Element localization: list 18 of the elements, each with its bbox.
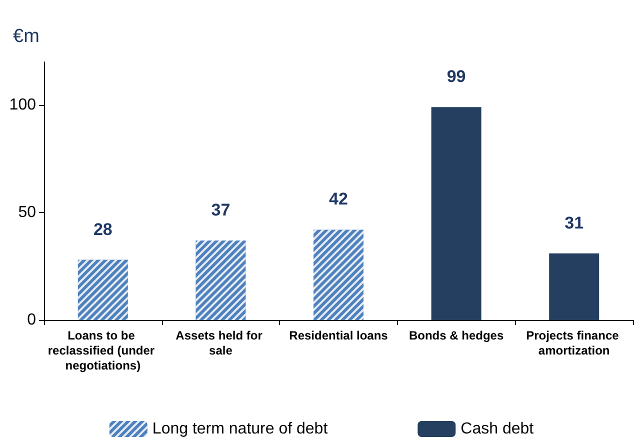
y-axis-title: €m (13, 26, 40, 47)
bar (549, 253, 600, 320)
y-tick-label: 100 (9, 96, 36, 114)
bar (431, 107, 482, 320)
x-tick-label: Loans to be reclassified (under negotiations) (48, 328, 158, 372)
y-tick-label: 0 (27, 312, 36, 328)
data-label: 99 (446, 67, 466, 86)
x-tick-label: Projects finance amortization (526, 328, 622, 358)
legend-label: Long term nature of debt (152, 420, 328, 438)
data-label: 37 (211, 200, 230, 220)
x-tick-label: Assets held for sale (176, 328, 266, 358)
y-tick-label: 50 (18, 204, 36, 221)
legend-label: Cash debt (460, 420, 534, 438)
data-label: 31 (564, 213, 584, 232)
x-tick-label: Residential loans (289, 328, 388, 342)
data-label: 28 (93, 220, 112, 239)
x-tick-label: Bonds & hedges (408, 328, 504, 342)
data-label: 42 (329, 190, 348, 209)
